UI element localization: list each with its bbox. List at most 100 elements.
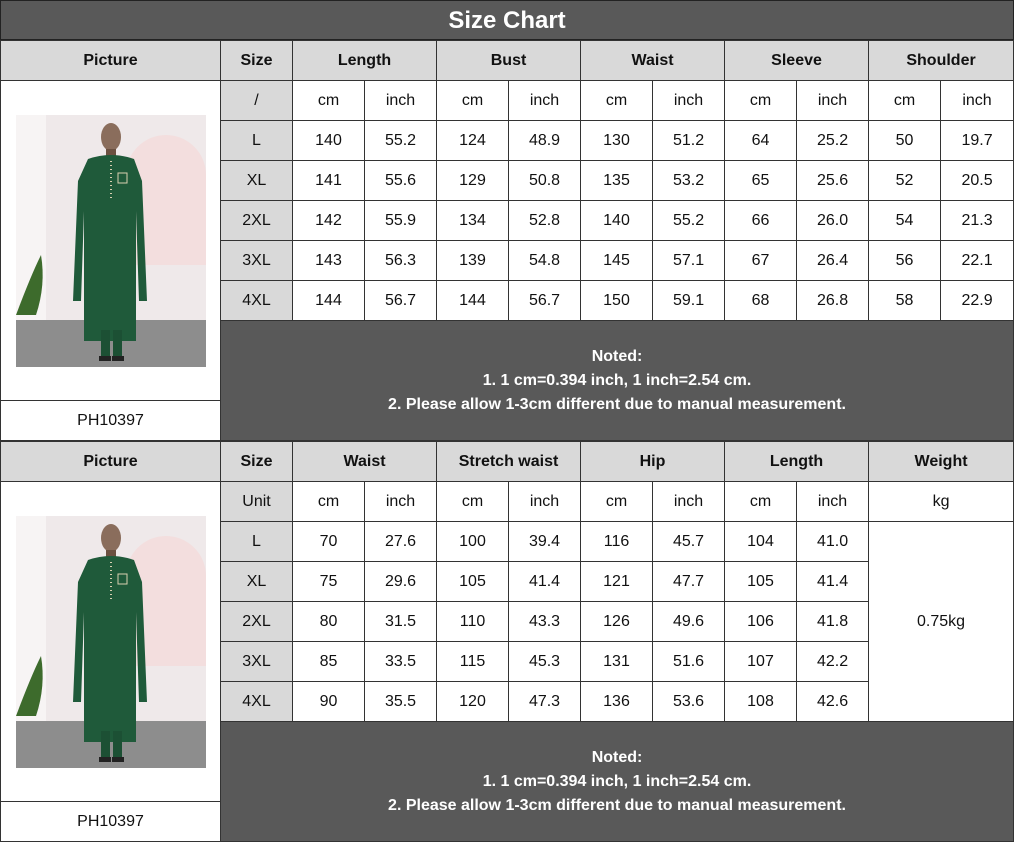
table-row: XL 75 29.6 105 41.4 121 47.7 105 41.4	[1, 561, 1014, 602]
size-cell: XL	[220, 160, 293, 201]
unit-cm: cm	[292, 481, 365, 522]
product-photo	[15, 114, 206, 367]
value-cell: 59.1	[652, 280, 726, 321]
measure-header: Length	[291, 40, 438, 81]
value-cell: 20.5	[940, 160, 1014, 201]
unit-cm: cm	[292, 80, 365, 121]
size-cell: 4XL	[220, 280, 293, 321]
value-cell: 39.4	[508, 521, 582, 562]
value-cell: 129	[436, 160, 510, 201]
value-cell: 108	[724, 681, 798, 722]
unit-row: Unit cm inch cm inch cm inch cm inch kg	[0, 481, 1014, 802]
value-cell: 25.2	[796, 120, 870, 161]
size-cell: 4XL	[220, 681, 293, 722]
measure-header: Hip	[580, 441, 726, 482]
value-cell: 134	[436, 200, 510, 241]
value-cell: 140	[292, 120, 365, 161]
value-cell: 105	[724, 561, 798, 602]
picture-header: Picture	[0, 441, 221, 482]
value-cell: 143	[292, 240, 365, 281]
unit-cm: cm	[724, 80, 798, 121]
value-cell: 50	[868, 120, 942, 161]
product-picture	[0, 481, 221, 802]
product-code: PH10397	[0, 400, 221, 441]
size-cell: XL	[220, 561, 293, 602]
measure-header: Waist	[291, 441, 438, 482]
size-cell: L	[220, 120, 293, 161]
value-cell: 29.6	[363, 561, 438, 602]
value-cell: 124	[436, 120, 510, 161]
size-chart-title: Size Chart	[0, 0, 1014, 40]
measure-header: Length	[724, 441, 870, 482]
value-cell: 42.2	[796, 641, 870, 682]
value-cell: 41.0	[796, 521, 870, 562]
size-cell: 3XL	[220, 641, 293, 682]
value-cell: 66	[724, 200, 798, 241]
table-row: L 70 27.6 100 39.4 116 45.7 104 41.0 0.75kg	[1, 521, 1014, 722]
unit-row: / cm inch cm inch cm inch cm inch cm inch	[0, 80, 1014, 401]
value-cell: 144	[436, 280, 510, 321]
value-cell: 140	[580, 200, 654, 241]
product-code: PH10397	[0, 801, 221, 842]
unit-label: /	[220, 80, 293, 121]
note-line: 2. Please allow 1-3cm different due to m…	[388, 395, 846, 413]
size-header: Size	[220, 441, 293, 482]
measure-header: Waist	[580, 40, 726, 81]
note-line: 2. Please allow 1-3cm different due to m…	[388, 796, 846, 814]
unit-cm: cm	[868, 80, 942, 121]
value-cell: 120	[436, 681, 510, 722]
value-cell: 130	[580, 120, 654, 161]
value-cell: 55.9	[363, 200, 438, 241]
unit-inch: inch	[652, 481, 726, 522]
unit-inch: inch	[508, 80, 582, 121]
value-cell: 90	[292, 681, 365, 722]
unit-inch: inch	[940, 80, 1014, 121]
size-header: Size	[220, 40, 293, 81]
notes-block: Noted: 1. 1 cm=0.394 inch, 1 inch=2.54 cm…	[219, 721, 1014, 842]
value-cell: 75	[292, 561, 365, 602]
unit-cm: cm	[436, 80, 510, 121]
value-cell: 52	[868, 160, 942, 201]
value-cell: 41.4	[508, 561, 582, 602]
picture-header: Picture	[0, 40, 221, 81]
note-line: Noted:	[591, 347, 643, 365]
table-row: 2XL 80 31.5 110 43.3 126 49.6 106 41.8	[1, 601, 1014, 642]
product-picture	[0, 80, 221, 401]
value-cell: 21.3	[940, 200, 1014, 241]
table-row: L 140 55.2 124 48.9 130 51.2 64 25.2 50 19.7	[1, 120, 1014, 161]
value-cell: 105	[436, 561, 510, 602]
unit-label: Unit	[220, 481, 293, 522]
header-row: Picture Size Length Bust Waist Sleeve Shoulder	[0, 40, 1014, 81]
value-cell: 150	[580, 280, 654, 321]
value-cell: 25.6	[796, 160, 870, 201]
value-cell: 52.8	[508, 200, 582, 241]
table-row: 4XL 144 56.7 144 56.7 150 59.1 68 26.8 58 22.9	[1, 280, 1014, 321]
value-cell: 47.3	[508, 681, 582, 722]
value-cell: 57.1	[652, 240, 726, 281]
value-cell: 142	[292, 200, 365, 241]
value-cell: 47.7	[652, 561, 726, 602]
value-cell: 54	[868, 200, 942, 241]
note-line: 1. 1 cm=0.394 inch, 1 inch=2.54 cm.	[482, 772, 752, 790]
value-cell: 22.9	[940, 280, 1014, 321]
weight-unit: kg	[868, 481, 1014, 522]
value-cell: 45.3	[508, 641, 582, 682]
value-cell: 55.2	[363, 120, 438, 161]
value-cell: 55.2	[652, 200, 726, 241]
value-cell: 49.6	[652, 601, 726, 642]
value-cell: 41.4	[796, 561, 870, 602]
value-cell: 31.5	[363, 601, 438, 642]
value-cell: 116	[580, 521, 654, 562]
unit-cm: cm	[580, 481, 654, 522]
measure-header: Stretch waist	[436, 441, 582, 482]
size-table-1: Picture Size Length Bust Waist Sleeve Shoulder…	[0, 40, 1014, 441]
table-row: XL 141 55.6 129 50.8 135 53.2 65 25.6 52 20.5	[1, 160, 1014, 201]
value-cell: 139	[436, 240, 510, 281]
weight-value: 0.75kg	[868, 521, 1014, 722]
size-cell: L	[220, 521, 293, 562]
unit-inch: inch	[508, 481, 582, 522]
value-cell: 126	[580, 601, 654, 642]
value-cell: 51.2	[652, 120, 726, 161]
value-cell: 64	[724, 120, 798, 161]
value-cell: 65	[724, 160, 798, 201]
